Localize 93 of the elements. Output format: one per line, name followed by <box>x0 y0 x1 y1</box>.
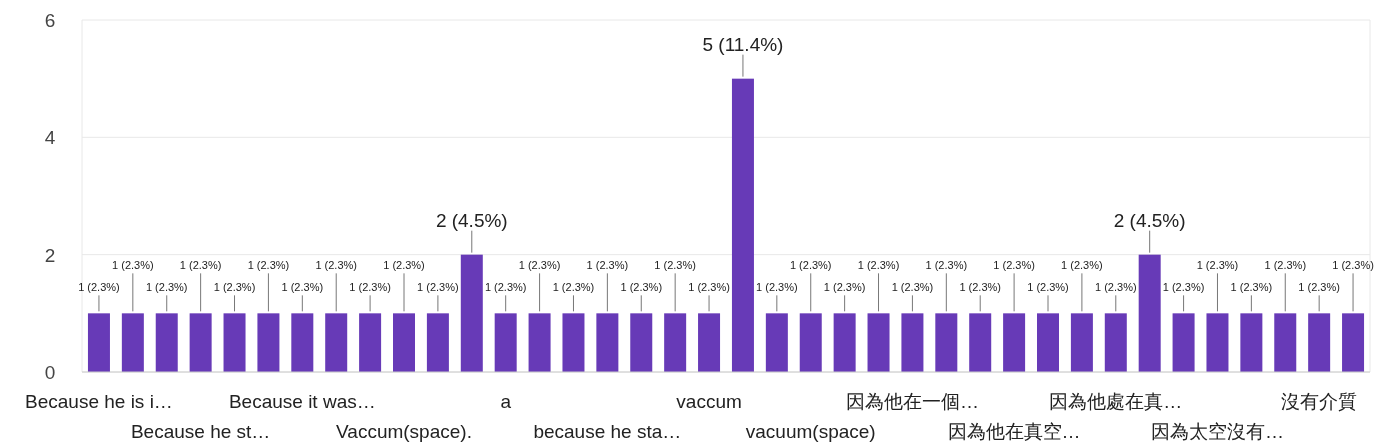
bar <box>528 313 551 372</box>
data-label: 1 (2.3%) <box>179 259 222 272</box>
bar <box>765 313 788 372</box>
x-tick-label: Vaccum(space). <box>336 421 472 442</box>
x-tick-label: Because he st… <box>130 421 271 442</box>
bar <box>393 313 415 372</box>
bar <box>87 313 110 372</box>
bar <box>494 313 517 372</box>
data-label: 1 (2.3%) <box>620 281 663 294</box>
x-tick-label: a <box>500 391 512 412</box>
data-label: 1 (2.3%) <box>857 259 900 272</box>
data-label: 1 (2.3%) <box>518 259 561 272</box>
x-tick-label: Because it was… <box>228 391 376 412</box>
bar <box>630 313 653 372</box>
bar <box>562 313 585 372</box>
bar <box>121 313 144 372</box>
x-tick-label: because he sta… <box>533 421 682 442</box>
bar <box>189 313 212 372</box>
data-label: 1 (2.3%) <box>383 259 425 272</box>
bar <box>1342 313 1365 372</box>
bar <box>1308 313 1331 372</box>
data-label: 1 (2.3%) <box>959 281 1001 294</box>
x-tick-label: 因為他在真空… <box>947 421 1081 442</box>
bar <box>901 313 924 372</box>
data-label: 2 (4.5%) <box>1113 209 1186 231</box>
data-label: 1 (2.3%) <box>1230 281 1273 294</box>
bar <box>1070 313 1093 372</box>
bar <box>935 313 958 372</box>
bar <box>1206 313 1229 372</box>
data-label: 1 (2.3%) <box>1196 259 1239 272</box>
bar <box>223 313 246 372</box>
x-tick-label: vacuum(space) <box>745 421 876 442</box>
data-label: 1 (2.3%) <box>1027 281 1069 294</box>
data-label: 1 (2.3%) <box>1061 259 1103 272</box>
bar <box>664 313 687 372</box>
bar <box>1037 313 1059 372</box>
bar <box>291 313 314 372</box>
bar <box>867 313 890 372</box>
x-tick-label: 因為他在一個… <box>845 391 979 412</box>
data-label: 1 (2.3%) <box>281 281 324 294</box>
x-tick-label: vaccum <box>676 391 742 412</box>
bar <box>698 313 721 372</box>
bar <box>1003 313 1026 372</box>
x-tick-label: Because he is i… <box>25 391 173 412</box>
data-label: 1 (2.3%) <box>349 281 391 294</box>
data-label: 1 (2.3%) <box>1095 281 1137 294</box>
bar <box>257 313 280 372</box>
data-label: 5 (11.4%) <box>702 33 784 55</box>
bar <box>969 313 992 372</box>
data-label: 1 (2.3%) <box>654 259 696 272</box>
data-label: 1 (2.3%) <box>315 259 357 272</box>
data-label: 1 (2.3%) <box>213 281 256 294</box>
data-label: 1 (2.3%) <box>417 281 459 294</box>
data-label: 1 (2.3%) <box>1332 259 1374 272</box>
x-tick-label: 因為太空沒有… <box>1150 421 1284 442</box>
data-label: 2 (4.5%) <box>435 209 508 231</box>
bar <box>155 313 178 372</box>
data-label: 1 (2.3%) <box>1162 281 1205 294</box>
bar <box>460 254 483 372</box>
bar <box>1138 254 1161 372</box>
data-label: 1 (2.3%) <box>1264 259 1307 272</box>
bar <box>426 313 449 372</box>
bar <box>1240 313 1263 372</box>
data-label: 1 (2.3%) <box>78 281 120 294</box>
data-label: 1 (2.3%) <box>891 281 934 294</box>
y-tick-label: 0 <box>44 362 56 383</box>
bar <box>596 313 619 372</box>
bar <box>799 313 822 372</box>
data-label: 1 (2.3%) <box>688 281 730 294</box>
data-label: 1 (2.3%) <box>756 281 798 294</box>
bar <box>833 313 856 372</box>
bar <box>325 313 348 372</box>
data-label: 1 (2.3%) <box>789 259 832 272</box>
data-label: 1 (2.3%) <box>145 281 188 294</box>
bar <box>1104 313 1127 372</box>
x-tick-label: 因為他處在真… <box>1049 391 1183 412</box>
y-tick-label: 2 <box>44 244 56 266</box>
x-tick-label: 沒有介質 <box>1281 391 1358 412</box>
data-label: 1 (2.3%) <box>484 281 527 294</box>
bar <box>359 313 382 372</box>
data-label: 1 (2.3%) <box>1298 281 1340 294</box>
bar <box>731 78 754 372</box>
data-label: 1 (2.3%) <box>112 259 154 272</box>
data-label: 1 (2.3%) <box>925 259 968 272</box>
data-label: 1 (2.3%) <box>993 259 1035 272</box>
data-label: 1 (2.3%) <box>247 259 290 272</box>
bar <box>1172 313 1195 372</box>
y-tick-label: 4 <box>44 127 56 149</box>
data-label: 1 (2.3%) <box>586 259 629 272</box>
y-tick-label: 6 <box>44 10 56 31</box>
bar <box>1274 313 1297 372</box>
data-label: 1 (2.3%) <box>552 281 595 294</box>
data-label: 1 (2.3%) <box>823 281 866 294</box>
